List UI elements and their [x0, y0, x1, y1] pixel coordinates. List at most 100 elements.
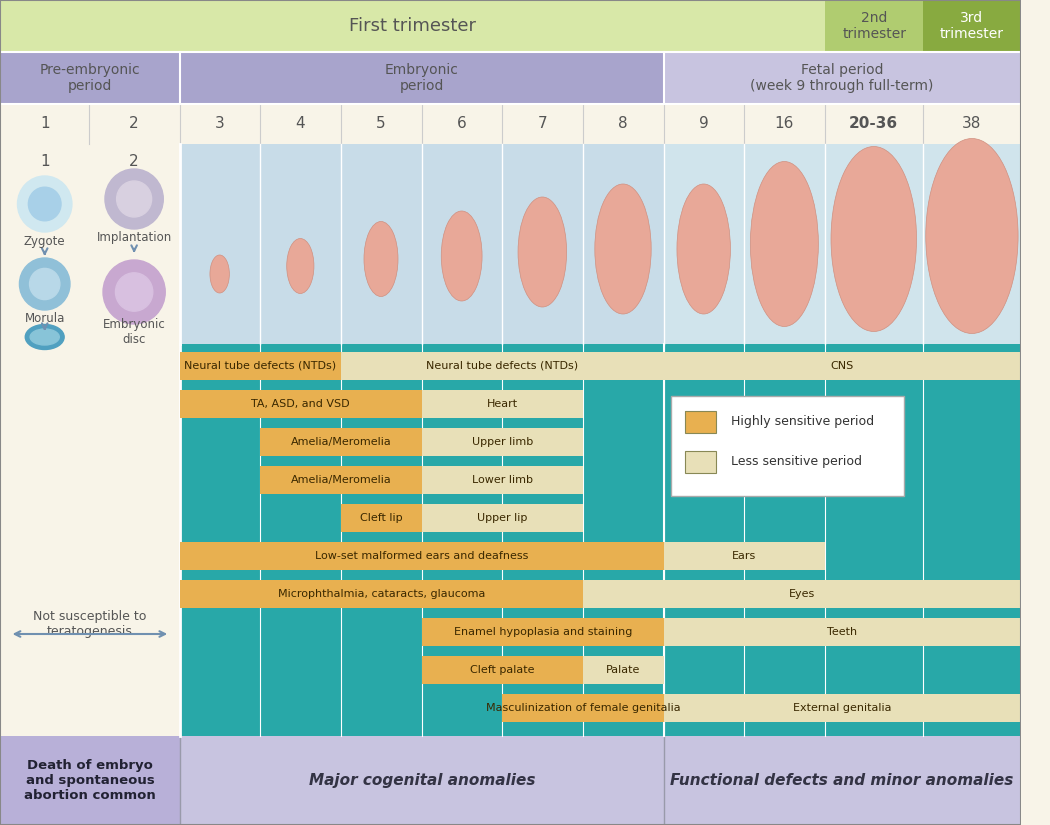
- FancyBboxPatch shape: [422, 618, 664, 646]
- FancyBboxPatch shape: [664, 542, 825, 570]
- FancyBboxPatch shape: [664, 144, 1021, 344]
- Ellipse shape: [831, 147, 917, 332]
- Text: Functional defects and minor anomalies: Functional defects and minor anomalies: [671, 773, 1014, 788]
- FancyBboxPatch shape: [422, 428, 583, 456]
- FancyBboxPatch shape: [422, 504, 583, 532]
- FancyBboxPatch shape: [0, 0, 825, 52]
- FancyBboxPatch shape: [664, 52, 1021, 104]
- FancyBboxPatch shape: [180, 580, 583, 608]
- Circle shape: [28, 187, 61, 221]
- FancyBboxPatch shape: [664, 618, 1021, 646]
- Text: Enamel hypoplasia and staining: Enamel hypoplasia and staining: [454, 627, 632, 637]
- FancyBboxPatch shape: [583, 580, 1021, 608]
- Text: Microphthalmia, cataracts, glaucoma: Microphthalmia, cataracts, glaucoma: [278, 589, 485, 599]
- Text: Death of embryo
and spontaneous
abortion common: Death of embryo and spontaneous abortion…: [24, 759, 155, 802]
- FancyBboxPatch shape: [422, 656, 583, 684]
- Ellipse shape: [441, 211, 482, 301]
- Ellipse shape: [594, 184, 651, 314]
- Text: Pre-embryonic
period: Pre-embryonic period: [40, 63, 141, 93]
- FancyBboxPatch shape: [923, 0, 1021, 52]
- Ellipse shape: [518, 197, 567, 307]
- Text: 7: 7: [538, 116, 547, 131]
- Text: 2nd
trimester: 2nd trimester: [842, 11, 906, 41]
- Text: Upper lip: Upper lip: [478, 513, 528, 523]
- Text: Embryonic
disc: Embryonic disc: [103, 318, 166, 346]
- FancyBboxPatch shape: [422, 390, 583, 418]
- Ellipse shape: [926, 139, 1018, 333]
- Text: Eyes: Eyes: [789, 589, 815, 599]
- Text: 1: 1: [40, 154, 49, 169]
- Circle shape: [18, 176, 71, 232]
- Text: Morula: Morula: [24, 313, 65, 326]
- Text: TA, ASD, and VSD: TA, ASD, and VSD: [252, 399, 350, 409]
- FancyBboxPatch shape: [0, 52, 180, 104]
- Text: Lower limb: Lower limb: [472, 475, 533, 485]
- Text: 5: 5: [376, 116, 385, 131]
- Text: 3: 3: [215, 116, 225, 131]
- Text: 2: 2: [129, 116, 139, 131]
- Circle shape: [20, 258, 70, 310]
- Text: Cleft palate: Cleft palate: [470, 665, 534, 675]
- Circle shape: [117, 181, 151, 217]
- Ellipse shape: [30, 329, 59, 345]
- FancyBboxPatch shape: [664, 352, 1021, 380]
- FancyBboxPatch shape: [0, 344, 180, 736]
- FancyBboxPatch shape: [503, 694, 664, 722]
- FancyBboxPatch shape: [180, 390, 422, 418]
- Text: Masculinization of female genitalia: Masculinization of female genitalia: [486, 703, 680, 713]
- Ellipse shape: [210, 255, 229, 293]
- FancyBboxPatch shape: [260, 428, 422, 456]
- Circle shape: [105, 169, 164, 229]
- FancyBboxPatch shape: [341, 504, 422, 532]
- Text: Low-set malformed ears and deafness: Low-set malformed ears and deafness: [315, 551, 528, 561]
- FancyBboxPatch shape: [260, 466, 422, 494]
- FancyBboxPatch shape: [0, 736, 1021, 825]
- Text: Less sensitive period: Less sensitive period: [731, 455, 862, 469]
- Text: 38: 38: [962, 116, 982, 131]
- Text: 1: 1: [40, 116, 49, 131]
- FancyBboxPatch shape: [180, 352, 341, 380]
- Text: Palate: Palate: [606, 665, 640, 675]
- Text: Ears: Ears: [732, 551, 757, 561]
- FancyBboxPatch shape: [180, 52, 664, 104]
- Circle shape: [29, 268, 60, 299]
- Text: CNS: CNS: [831, 361, 854, 371]
- FancyBboxPatch shape: [0, 144, 180, 344]
- Text: Amelia/Meromelia: Amelia/Meromelia: [291, 475, 392, 485]
- FancyBboxPatch shape: [180, 542, 664, 570]
- Text: Amelia/Meromelia: Amelia/Meromelia: [291, 437, 392, 447]
- Text: Cleft lip: Cleft lip: [360, 513, 403, 523]
- FancyBboxPatch shape: [825, 0, 923, 52]
- Text: Not susceptible to
teratogenesis: Not susceptible to teratogenesis: [33, 610, 146, 638]
- Text: Neural tube defects (NTDs): Neural tube defects (NTDs): [185, 361, 337, 371]
- Text: External genitalia: External genitalia: [793, 703, 891, 713]
- Text: Highly sensitive period: Highly sensitive period: [731, 416, 874, 428]
- Circle shape: [103, 260, 165, 324]
- Text: Fetal period
(week 9 through full-term): Fetal period (week 9 through full-term): [751, 63, 933, 93]
- Circle shape: [116, 273, 153, 311]
- FancyBboxPatch shape: [583, 656, 664, 684]
- Text: 4: 4: [295, 116, 306, 131]
- Ellipse shape: [364, 221, 398, 296]
- FancyBboxPatch shape: [671, 396, 904, 496]
- Text: Heart: Heart: [487, 399, 518, 409]
- FancyBboxPatch shape: [0, 736, 180, 825]
- FancyBboxPatch shape: [180, 144, 664, 344]
- Ellipse shape: [751, 162, 818, 327]
- Text: 3rd
trimester: 3rd trimester: [940, 11, 1004, 41]
- FancyBboxPatch shape: [686, 451, 716, 473]
- Text: Teeth: Teeth: [827, 627, 857, 637]
- FancyBboxPatch shape: [664, 694, 1021, 722]
- Text: Implantation: Implantation: [97, 230, 172, 243]
- FancyBboxPatch shape: [180, 344, 1021, 736]
- FancyBboxPatch shape: [0, 104, 1021, 144]
- Ellipse shape: [25, 324, 64, 350]
- Text: 20-36: 20-36: [849, 116, 899, 131]
- FancyBboxPatch shape: [422, 466, 583, 494]
- Text: Major cogenital anomalies: Major cogenital anomalies: [309, 773, 536, 788]
- Text: 16: 16: [775, 116, 794, 131]
- Text: Upper limb: Upper limb: [471, 437, 533, 447]
- Text: 2: 2: [129, 154, 139, 169]
- Text: First trimester: First trimester: [349, 17, 476, 35]
- FancyBboxPatch shape: [686, 411, 716, 433]
